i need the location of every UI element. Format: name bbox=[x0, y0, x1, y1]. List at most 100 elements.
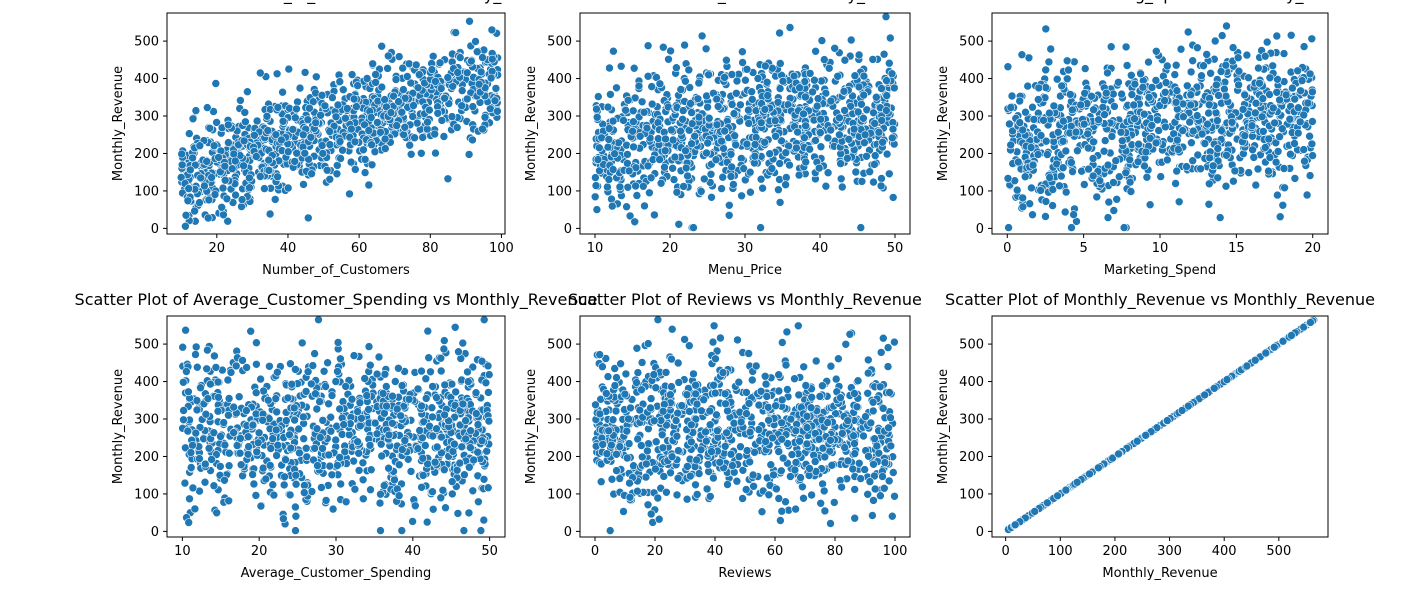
data-point bbox=[462, 94, 472, 104]
data-point bbox=[604, 135, 614, 144]
data-point bbox=[607, 474, 617, 484]
data-point bbox=[802, 439, 812, 449]
data-point bbox=[870, 484, 880, 494]
data-point bbox=[1126, 187, 1136, 196]
data-point bbox=[796, 473, 805, 482]
data-point bbox=[413, 444, 423, 453]
data-point bbox=[840, 106, 849, 115]
data-point bbox=[1088, 154, 1098, 163]
data-point bbox=[281, 455, 290, 465]
y-tick-label: 100 bbox=[547, 184, 572, 199]
data-point bbox=[1127, 90, 1137, 99]
data-point bbox=[632, 378, 641, 387]
data-point bbox=[649, 416, 659, 426]
data-point bbox=[318, 444, 327, 453]
data-point bbox=[318, 416, 328, 425]
data-point bbox=[685, 471, 695, 481]
data-point bbox=[801, 381, 811, 390]
data-point bbox=[224, 120, 233, 130]
data-point bbox=[438, 485, 448, 495]
data-point bbox=[315, 433, 325, 442]
data-point bbox=[1185, 117, 1194, 127]
data-point bbox=[1293, 128, 1303, 138]
data-point bbox=[684, 341, 694, 351]
data-point bbox=[177, 160, 187, 170]
data-point bbox=[377, 82, 387, 92]
data-point bbox=[601, 354, 611, 363]
data-point bbox=[437, 448, 446, 458]
data-point bbox=[406, 78, 416, 88]
data-point bbox=[741, 75, 750, 85]
data-point bbox=[642, 123, 652, 133]
data-point bbox=[303, 367, 313, 377]
data-point bbox=[336, 354, 345, 364]
data-point bbox=[331, 377, 341, 386]
data-point bbox=[888, 124, 898, 134]
chart-panel-5: 0 20 40 60 80 1000100200300400500ReviewsMonth… bbox=[524, 290, 922, 581]
data-point bbox=[650, 210, 659, 220]
data-point bbox=[473, 420, 483, 429]
data-point bbox=[816, 498, 826, 508]
data-point bbox=[340, 447, 350, 457]
data-point bbox=[472, 47, 482, 57]
data-point bbox=[281, 416, 291, 425]
data-point bbox=[591, 173, 600, 182]
data-point bbox=[288, 125, 298, 134]
data-point bbox=[311, 72, 321, 82]
data-point bbox=[1057, 81, 1066, 91]
y-axis-label: Monthly_Revenue bbox=[936, 66, 951, 181]
data-point bbox=[1154, 126, 1163, 135]
data-point bbox=[264, 155, 274, 165]
data-point bbox=[335, 137, 345, 146]
data-point bbox=[218, 183, 228, 193]
data-point bbox=[409, 101, 418, 110]
data-point bbox=[622, 453, 632, 463]
data-point bbox=[225, 448, 234, 458]
data-point bbox=[1233, 53, 1243, 63]
data-point bbox=[598, 362, 607, 372]
data-point bbox=[481, 378, 491, 388]
data-point bbox=[1206, 69, 1215, 78]
data-point bbox=[223, 216, 232, 226]
data-point bbox=[1238, 105, 1248, 114]
data-point bbox=[181, 211, 191, 220]
data-point bbox=[447, 489, 457, 499]
data-point bbox=[1145, 200, 1155, 209]
data-point bbox=[798, 482, 807, 492]
data-point bbox=[432, 442, 442, 452]
y-tick-label: 0 bbox=[564, 222, 572, 237]
data-point bbox=[414, 70, 424, 79]
data-point bbox=[261, 474, 271, 484]
data-point bbox=[188, 483, 198, 493]
data-point bbox=[1041, 136, 1051, 146]
data-point bbox=[1170, 70, 1180, 79]
data-point bbox=[372, 429, 382, 439]
x-tick-label: 20 bbox=[1304, 241, 1321, 256]
data-point bbox=[451, 387, 461, 397]
data-point bbox=[1089, 105, 1098, 114]
data-point bbox=[694, 78, 704, 88]
data-point bbox=[468, 362, 478, 372]
data-point bbox=[420, 441, 430, 450]
data-point bbox=[805, 69, 815, 78]
data-point bbox=[422, 517, 432, 527]
data-point bbox=[437, 432, 446, 442]
data-point bbox=[211, 363, 221, 372]
data-point bbox=[290, 415, 299, 425]
data-point bbox=[1305, 171, 1315, 180]
data-point bbox=[639, 108, 649, 117]
data-point bbox=[364, 405, 373, 414]
data-point bbox=[179, 415, 188, 425]
data-point bbox=[223, 375, 233, 385]
data-point bbox=[612, 83, 621, 93]
data-point bbox=[1063, 74, 1072, 84]
data-point bbox=[266, 444, 276, 453]
data-point bbox=[878, 472, 887, 481]
data-point bbox=[283, 393, 293, 403]
data-point bbox=[466, 56, 476, 66]
y-axis-label: Monthly_Revenue bbox=[524, 66, 539, 181]
data-point bbox=[217, 203, 226, 212]
data-point bbox=[1076, 100, 1085, 110]
data-point bbox=[291, 365, 300, 374]
data-point bbox=[457, 86, 467, 95]
